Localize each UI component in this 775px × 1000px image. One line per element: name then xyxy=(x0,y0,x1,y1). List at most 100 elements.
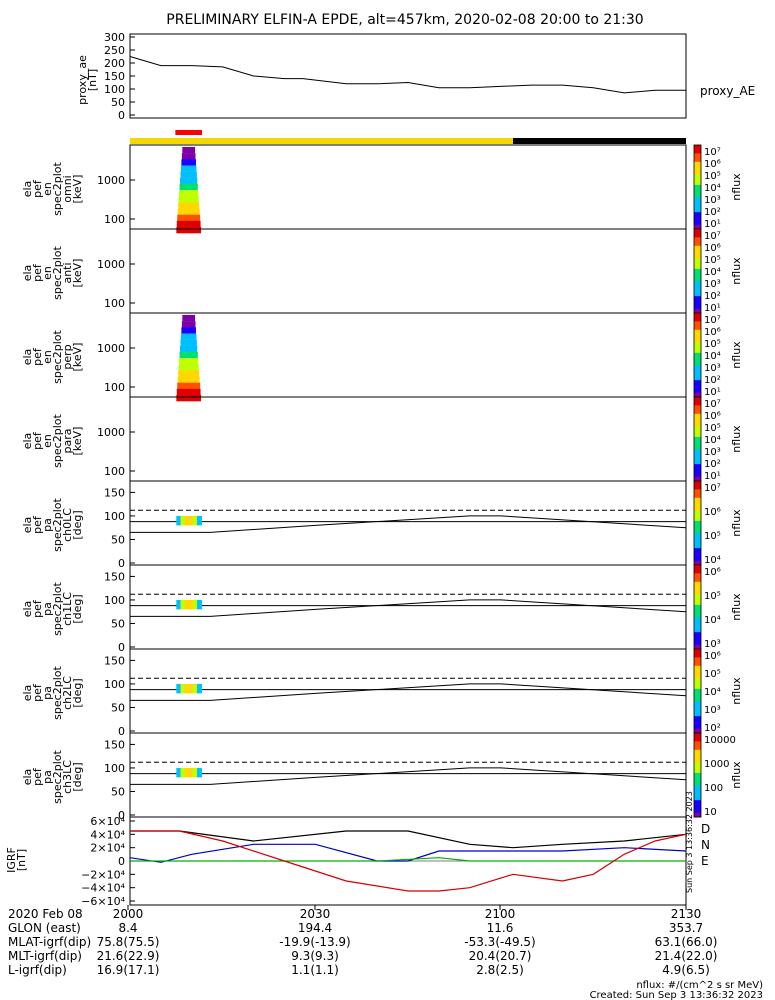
pa2-ylabel-line: ela xyxy=(21,685,34,702)
spec0-colorbar-cell xyxy=(694,197,701,201)
spec0-colorbar-cell xyxy=(694,195,701,198)
pa0-colorbar-cell xyxy=(694,558,701,562)
spec3-colorbar-cell xyxy=(694,426,701,429)
spec3-colorbar-cell xyxy=(694,472,701,476)
spec2-spectrogram-cell xyxy=(182,315,196,322)
spec3-colorbar-tick: 10² xyxy=(704,459,721,470)
pa0-colorbar-tick: 10⁶ xyxy=(704,507,721,518)
pa1-colorbar-cell xyxy=(694,579,701,583)
footer-value-mlt: 21.4(22.0) xyxy=(655,949,718,963)
spec2-colorbar-cell xyxy=(694,334,701,337)
spec3-colorbar-cell xyxy=(694,476,701,480)
pa2-colorbar-cell xyxy=(694,676,701,679)
pa3-ytick-label: 0 xyxy=(118,809,125,822)
spec0-colorbar-cell xyxy=(694,149,701,152)
igrf-ylabel-line: IGRF xyxy=(5,847,18,873)
pa2-colorbar-cell xyxy=(694,651,701,654)
pa0-colorbar-cell xyxy=(694,523,701,526)
footer-value-l: 2.8(2.5) xyxy=(476,963,524,977)
spec2-ylabel-line: [keV] xyxy=(71,343,84,372)
pa2-colorbar-tick: 10⁴ xyxy=(704,687,721,698)
spec3-colorbar-cell xyxy=(694,422,701,425)
pa1-pa-cell xyxy=(188,599,194,610)
pa0-colorbar-cell xyxy=(694,512,701,516)
pa1-colorbar-cell xyxy=(694,604,701,608)
spec3-ylabel-line: [keV] xyxy=(71,427,84,456)
spec1-colorbar-cell xyxy=(694,258,701,261)
spec2-colorbar-tick: 10¹ xyxy=(704,387,721,398)
footer-value-l: 1.1(1.1) xyxy=(291,963,339,977)
pa2-colorbar-cell xyxy=(694,697,701,700)
spec3-colorbar-cell xyxy=(694,413,701,417)
spec3-colorbar-cell xyxy=(694,464,701,467)
pa3-colorbar-frame xyxy=(693,732,702,818)
spec1-colorbar-cell xyxy=(694,254,701,257)
spec3-colorbar-cell xyxy=(694,439,701,442)
ae-ytick-label: 200 xyxy=(104,57,125,70)
spec0-colorbar-tick: 10⁴ xyxy=(704,183,721,194)
pa0-colorbar-cell xyxy=(694,516,701,520)
pa1-ytick-label: 50 xyxy=(111,617,125,630)
spec0-spectrogram-cell xyxy=(178,202,200,209)
pa0-colorbar-cell xyxy=(694,556,701,560)
pa0-colorbar-cell xyxy=(694,493,701,497)
footer-row-label: MLT-igrf(dip) xyxy=(8,949,82,963)
spec2-spectrogram-cell xyxy=(179,358,199,365)
spec2-colorbar-cell xyxy=(694,329,701,333)
spec0-spectrogram-cell xyxy=(181,159,196,166)
spec3-colorbar-tick: 10⁴ xyxy=(704,435,721,446)
pa3-colorbar-cell xyxy=(694,810,701,814)
pa1-colorbar-cell xyxy=(694,630,701,633)
pa2-colorbar-tick: 10⁶ xyxy=(704,651,721,662)
spec3-colorbar-cell xyxy=(694,443,701,446)
spec0-colorbar-cell xyxy=(694,159,701,163)
spec1-colorbar-cell xyxy=(694,229,701,232)
spec3-colorbar-cell xyxy=(694,424,701,427)
pa0-colorbar-cell xyxy=(694,491,701,495)
spec0-colorbar-cell xyxy=(694,205,701,209)
pa1-colorbar-cell xyxy=(694,646,701,650)
footer-value-time: 2000 xyxy=(113,907,144,921)
pa1-colorbar-cell xyxy=(694,598,701,602)
pa3-pa-cell xyxy=(192,767,198,778)
pa2-ylabel-line: [deg] xyxy=(71,678,84,707)
spec3-colorbar-cell xyxy=(694,420,701,423)
igrf-legend-E: E xyxy=(701,854,709,868)
spec1-frame xyxy=(129,228,687,314)
spec0-colorbar-cell xyxy=(694,203,701,207)
spec0-colorbar-cell xyxy=(694,220,701,224)
footer-value-mlat: -53.3(-49.5) xyxy=(464,935,535,949)
spec0-spectrogram-cell xyxy=(179,190,199,197)
pa1-colorbar-cell xyxy=(694,567,701,570)
spec2-ylabel-line: perp xyxy=(61,344,74,369)
pa0-ytick-label: 50 xyxy=(111,533,125,546)
pa3-pa-cell xyxy=(176,767,182,778)
spec2-spectrogram-cell xyxy=(177,376,200,383)
spec1-colorbar-cell xyxy=(694,302,701,306)
spec1-ylabel-line: [keV] xyxy=(71,259,84,288)
pa1-colorbar-cell xyxy=(694,619,701,623)
spec0-colorbar-tick: 10⁶ xyxy=(704,159,721,170)
spec0-colorbar-cell xyxy=(694,178,701,182)
pa0-colorbar-cell xyxy=(694,489,701,492)
spec3-colorbar-cell xyxy=(694,478,701,482)
pa0-colorbar-tick: 10⁵ xyxy=(704,531,721,542)
pa1-colorbar-cell xyxy=(694,621,701,625)
pa1-colorbar-cell xyxy=(694,596,701,600)
pa2-colorbar-cell xyxy=(694,714,701,717)
pa3-ytick-label: 50 xyxy=(111,785,125,798)
spec0-spectrogram-cell xyxy=(180,177,198,185)
pa3-ylabel-line: ch3LC xyxy=(61,760,74,794)
spec0-spectrogram-cell xyxy=(177,214,201,222)
igrf-ytick-label: −4×10⁴ xyxy=(81,882,125,895)
spec1-colorbar-cell xyxy=(694,237,701,240)
ae-ylabel-line: [nT] xyxy=(86,69,99,91)
spec3-colorbar-cell xyxy=(694,401,701,404)
spec2-colorbar-tick: 10⁷ xyxy=(704,315,721,326)
spec2-colorbar-cell xyxy=(694,394,701,398)
pa1-colorbar-cell xyxy=(694,581,701,585)
pa3-colorbar-cell xyxy=(694,814,701,818)
spec3-colorbar-cell xyxy=(694,418,701,421)
footer-row-label: L-igrf(dip) xyxy=(8,963,67,977)
spec1-ylabel-line: en xyxy=(41,266,54,280)
